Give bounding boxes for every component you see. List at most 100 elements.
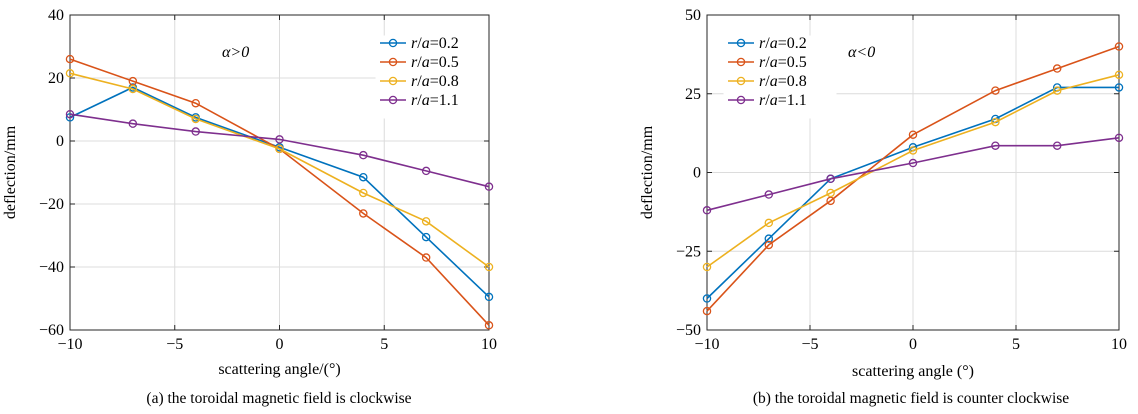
data-point [991, 86, 1000, 95]
legend-label: r/a=0.2 [411, 35, 459, 52]
x-axis-label: scattering angle (°) [852, 363, 974, 380]
legend-label: r/a=0.5 [759, 54, 807, 71]
series-0_5 [702, 42, 1124, 316]
data-point [991, 141, 1000, 150]
data-point [764, 234, 774, 243]
data-point [421, 232, 431, 242]
legend-marker [388, 95, 398, 105]
legend-label: r/a=1.1 [411, 92, 459, 109]
x-tick-label: 5 [1012, 336, 1020, 353]
y-tick-label: −60 [39, 322, 64, 339]
legend-label: r/a=0.8 [759, 73, 807, 90]
legend-marker [388, 76, 398, 86]
data-point [359, 188, 368, 198]
data-point [128, 84, 138, 94]
data-point [484, 182, 494, 191]
data-point [65, 113, 75, 122]
legend: r/a=0.2 r/a=0.5 r/a=0.8 r/a=1.1 [375, 35, 489, 119]
y-axis-label: deflection/mm [2, 125, 19, 219]
series-line [706, 137, 1120, 212]
data-point [359, 209, 368, 218]
data-point [764, 218, 774, 228]
x-tick-label: −10 [57, 336, 82, 353]
legend-item: r/a=0.5 [728, 54, 807, 71]
legend-item: r/a=1.1 [380, 92, 459, 109]
data-point [191, 98, 200, 108]
y-tick-label: 40 [48, 7, 64, 24]
data-point [1052, 141, 1062, 150]
data-point [65, 69, 75, 78]
data-point [421, 166, 431, 176]
series-1_1 [65, 109, 494, 191]
legend-marker [388, 57, 398, 67]
data-point [908, 158, 918, 168]
legend-marker [736, 95, 746, 105]
x-tick-label: 0 [276, 336, 284, 353]
legend-item: r/a=0.2 [380, 35, 459, 52]
data-point [908, 146, 918, 155]
figure-caption: (a) the toroidal magnetic field is clock… [146, 390, 411, 407]
data-point [702, 306, 712, 316]
x-tick-label: −5 [166, 336, 183, 353]
legend-item: r/a=1.1 [728, 92, 807, 109]
legend-marker [736, 38, 746, 48]
data-point [1052, 86, 1062, 95]
plot-frame [69, 14, 490, 331]
data-point [421, 217, 431, 226]
figure-caption: (b) the toroidal magnetic field is count… [753, 390, 1069, 407]
data-point [908, 130, 918, 139]
series-line [706, 45, 1120, 312]
series-line [69, 72, 490, 268]
data-point [65, 109, 75, 119]
plot-frame [706, 14, 1120, 331]
y-tick-label: −20 [39, 196, 64, 213]
legend-label: r/a=0.8 [411, 73, 459, 90]
data-point [191, 127, 200, 136]
data-point [1114, 42, 1124, 51]
x-tick-label: −5 [801, 336, 818, 353]
series-line [706, 74, 1120, 268]
legend-box [375, 35, 489, 119]
y-tick-label: 20 [48, 70, 64, 87]
series-line [69, 113, 490, 188]
alpha-annotation: α<0 [848, 44, 875, 61]
data-point [484, 262, 494, 272]
x-tick-label: 10 [481, 336, 497, 353]
legend-label: r/a=1.1 [759, 92, 807, 109]
y-tick-label: 50 [685, 7, 701, 24]
legend: r/a=0.2 r/a=0.5 r/a=0.8 r/a=1.1 [723, 35, 837, 119]
x-tick-label: 0 [909, 336, 917, 353]
series-1_1 [702, 133, 1124, 215]
y-tick-label: 0 [693, 165, 701, 182]
data-point [359, 172, 368, 182]
legend-marker [736, 57, 746, 67]
data-point [275, 144, 284, 154]
x-tick-label: 5 [380, 336, 388, 353]
data-point [1114, 70, 1124, 80]
y-tick-label: −40 [39, 259, 64, 276]
data-point [484, 321, 494, 330]
data-point [702, 294, 712, 303]
legend-label: r/a=0.2 [759, 35, 807, 52]
data-point [826, 174, 835, 184]
legend-item: r/a=0.8 [380, 73, 459, 90]
data-point [764, 190, 774, 199]
series-0_8 [65, 69, 494, 272]
data-point [421, 253, 431, 262]
y-tick-label: −50 [676, 322, 701, 339]
y-tick-label: 25 [685, 86, 701, 103]
data-point [484, 292, 494, 302]
series-0_8 [702, 70, 1124, 272]
data-point [1114, 83, 1124, 92]
x-axis-label: scattering angle/(°) [218, 361, 340, 378]
legend-item: r/a=0.8 [728, 73, 807, 90]
data-point [65, 54, 75, 64]
data-point [128, 119, 138, 128]
alpha-annotation: α>0 [222, 44, 249, 61]
legend-item: r/a=0.2 [728, 35, 807, 52]
legend-item: r/a=0.5 [380, 54, 459, 71]
data-point [826, 196, 835, 206]
chart-panel-a: −10 −5 0 5 10 −60 −40 −20 0 20 40 scattering angle/… [2, 7, 497, 407]
